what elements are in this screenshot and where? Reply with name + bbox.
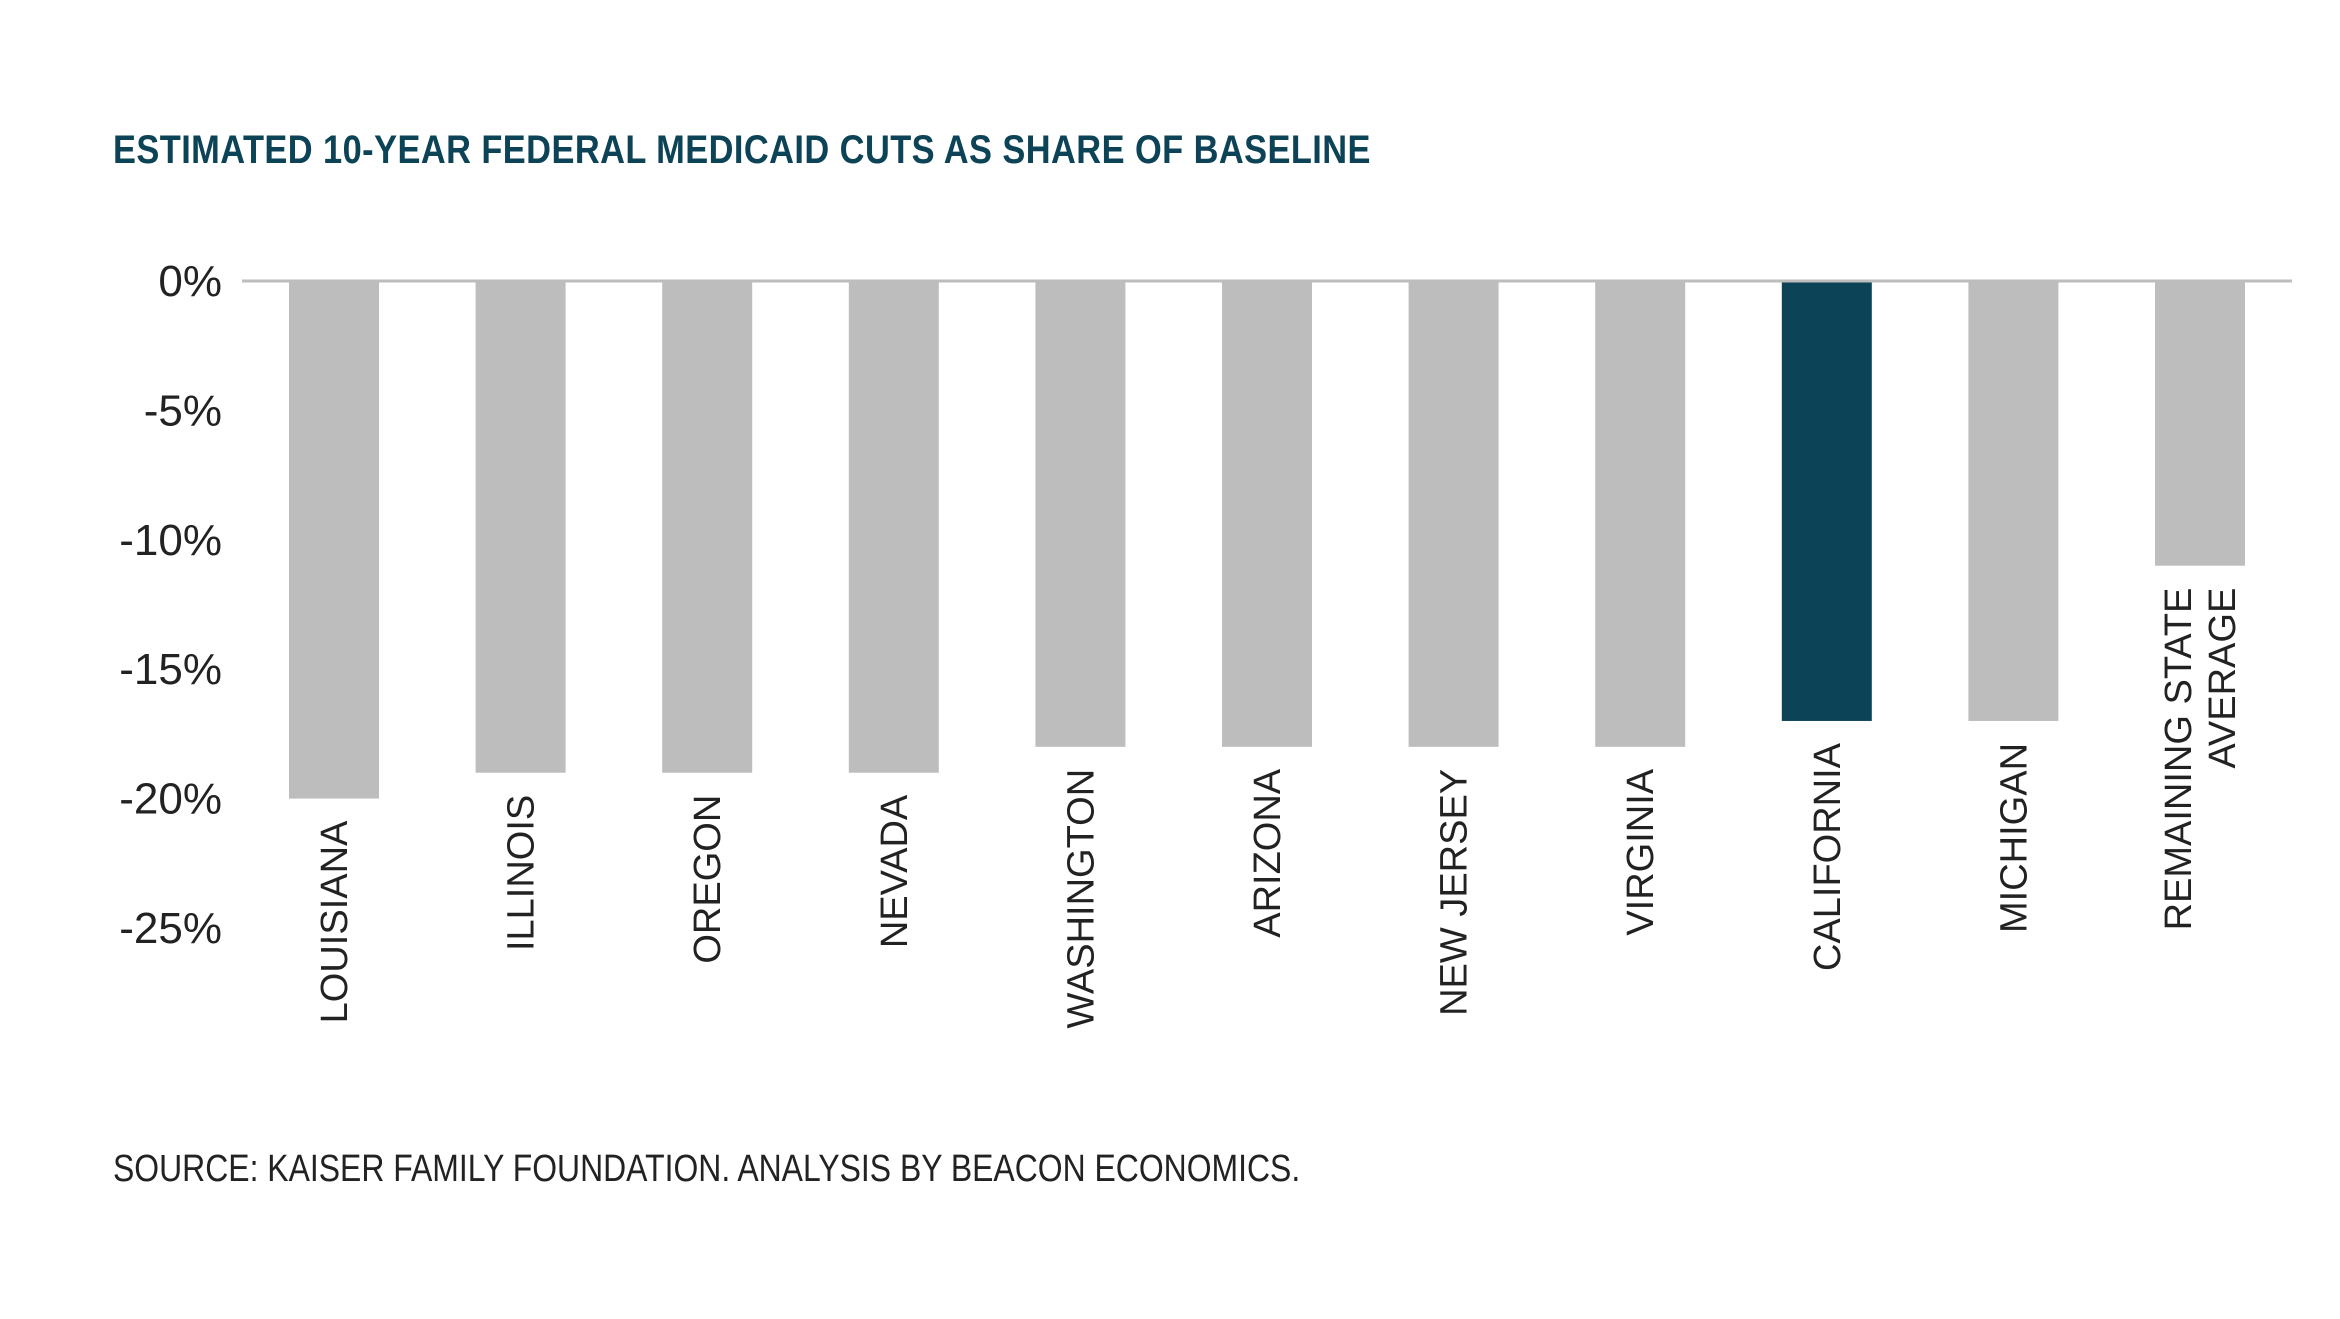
y-tick-label: 0%	[158, 257, 222, 306]
bar	[662, 281, 753, 773]
bar	[1968, 281, 2059, 721]
category-label: NEVADA	[874, 794, 916, 948]
category-label: NEW JERSEY	[1434, 769, 1476, 1016]
bar	[1408, 281, 1499, 747]
bar	[475, 281, 566, 773]
category-label: ARIZONA	[1247, 768, 1289, 938]
category-label: AVERAGE	[2202, 588, 2244, 769]
bar-highlighted	[1781, 281, 1872, 721]
y-tick-label: -5%	[144, 386, 222, 435]
y-tick-label: -20%	[119, 775, 222, 824]
bars-group	[289, 281, 2245, 799]
bar	[1595, 281, 1686, 747]
bar	[2155, 281, 2245, 566]
bar	[848, 281, 939, 773]
category-label: VIRGINIA	[1620, 768, 1662, 935]
y-tick-label: -10%	[119, 516, 222, 565]
category-label: CALIFORNIA	[1807, 742, 1849, 971]
category-label: LOUISIANA	[314, 820, 356, 1023]
category-label: OREGON	[687, 795, 729, 964]
y-tick-label: -25%	[119, 904, 222, 953]
bar	[1035, 281, 1126, 747]
bar	[289, 281, 379, 799]
source-note: SOURCE: KAISER FAMILY FOUNDATION. ANALYS…	[113, 1148, 1301, 1190]
bar	[1222, 281, 1312, 747]
category-label: REMAINING STATE	[2158, 588, 2200, 931]
y-tick-label: -15%	[119, 645, 222, 694]
y-axis: 0% -5% -10% -15% -20% -25%	[119, 257, 222, 953]
category-labels: LOUISIANA ILLINOIS OREGON NEVADA WASHINGTON A…	[314, 588, 2244, 1029]
category-label: ILLINOIS	[501, 795, 543, 951]
category-label: MICHIGAN	[1993, 743, 2035, 933]
category-label: WASHINGTON	[1060, 769, 1102, 1029]
chart-title: ESTIMATED 10-YEAR FEDERAL MEDICAID CUTS …	[113, 128, 1371, 172]
